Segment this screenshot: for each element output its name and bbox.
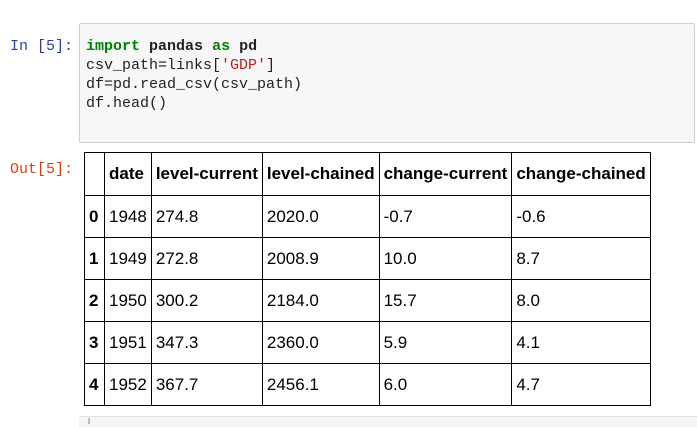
table-row: 3 1951 347.3 2360.0 5.9 4.1 — [84, 321, 651, 364]
code-line-2-suffix: ] — [266, 57, 276, 74]
row-index: 3 — [84, 321, 105, 364]
cell-date: 1951 — [104, 321, 152, 364]
cell-change-chained: 8.0 — [511, 279, 651, 322]
cell-date: 1948 — [104, 195, 152, 238]
cell-change-current: -0.7 — [378, 195, 513, 238]
cell-change-current: 6.0 — [378, 363, 513, 406]
cell-level-chained: 2456.1 — [261, 363, 380, 406]
module-name: pandas — [149, 38, 204, 55]
cell-level-chained: 2008.9 — [261, 237, 380, 280]
cell-level-current: 347.3 — [150, 321, 263, 364]
row-index: 1 — [84, 237, 105, 280]
header-change-chained: change-chained — [511, 152, 651, 196]
cell-level-chained: 2184.0 — [261, 279, 380, 322]
cell-level-current: 367.7 — [150, 363, 263, 406]
table-row: 0 1948 274.8 2020.0 -0.7 -0.6 — [84, 195, 651, 238]
cell-change-current: 5.9 — [378, 321, 513, 364]
row-index: 4 — [84, 363, 105, 406]
cell-date: 1949 — [104, 237, 152, 280]
cell-change-chained: 8.7 — [511, 237, 651, 280]
row-index: 2 — [84, 279, 105, 322]
cell-change-current: 15.7 — [378, 279, 513, 322]
module-alias: pd — [239, 38, 258, 55]
cell-level-current: 300.2 — [150, 279, 263, 322]
cell-level-chained: 2360.0 — [261, 321, 380, 364]
header-date: date — [104, 152, 152, 196]
code-string-literal: 'GDP' — [221, 57, 267, 74]
code-line-4: df.head() — [86, 95, 168, 112]
input-prompt: In [5]: — [10, 38, 74, 55]
row-index: 0 — [84, 195, 105, 238]
header-index — [84, 152, 105, 196]
cell-change-chained: -0.6 — [511, 195, 651, 238]
cell-level-chained: 2020.0 — [261, 195, 380, 238]
cell-change-current: 10.0 — [378, 237, 513, 280]
table-row: 1 1949 272.8 2008.9 10.0 8.7 — [84, 237, 651, 280]
keyword-import: import — [86, 38, 141, 55]
cell-date: 1950 — [104, 279, 152, 322]
code-line-2: csv_path=links['GDP'] — [86, 56, 694, 75]
dataframe-output-table: date level-current level-chained change-… — [84, 152, 651, 406]
table-header-row: date level-current level-chained change-… — [84, 152, 651, 196]
code-line-2-prefix: csv_path=links[ — [86, 57, 222, 74]
header-change-current: change-current — [378, 152, 513, 196]
table-row: 4 1952 367.7 2456.1 6.0 4.7 — [84, 363, 651, 406]
table-row: 2 1950 300.2 2184.0 15.7 8.0 — [84, 279, 651, 322]
keyword-as: as — [212, 38, 231, 55]
cell-level-current: 272.8 — [150, 237, 263, 280]
cell-cursor-mark — [88, 418, 90, 424]
cell-date: 1952 — [104, 363, 152, 406]
header-level-current: level-current — [150, 152, 263, 196]
cell-change-chained: 4.1 — [511, 321, 651, 364]
output-prompt: Out[5]: — [10, 161, 74, 178]
code-line-3: df=pd.read_csv(csv_path) — [86, 76, 303, 93]
cell-change-chained: 4.7 — [511, 363, 651, 406]
header-level-chained: level-chained — [261, 152, 380, 196]
next-cell-area[interactable] — [79, 416, 697, 427]
code-line-1: import pandas as pd — [86, 37, 694, 56]
code-input-area[interactable]: import pandas as pd csv_path=links['GDP'… — [79, 23, 695, 143]
cell-level-current: 274.8 — [150, 195, 263, 238]
